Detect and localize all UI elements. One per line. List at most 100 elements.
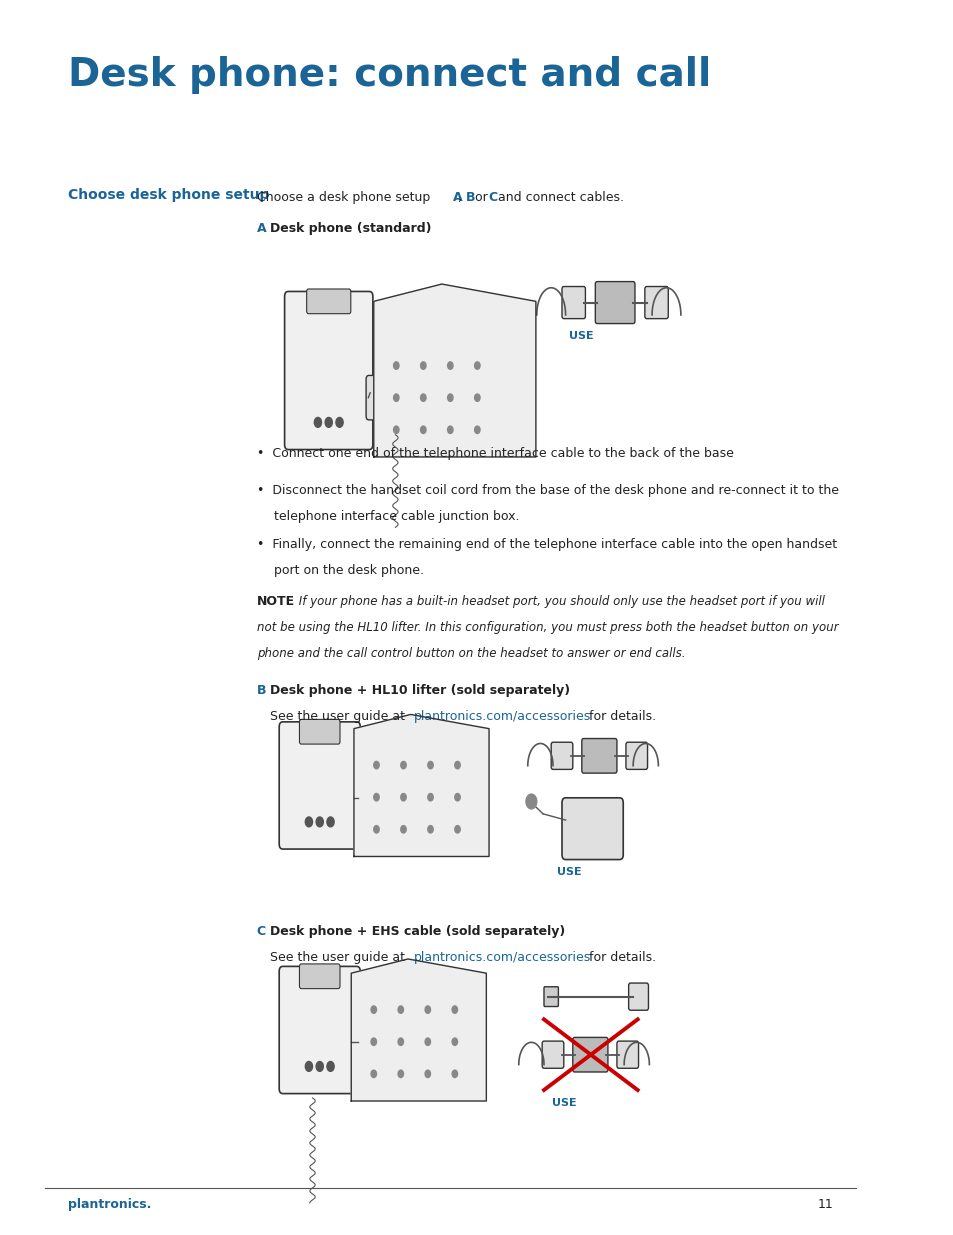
Text: If your phone has a built-in headset port, you should only use the headset port : If your phone has a built-in headset por… [295, 595, 824, 609]
Circle shape [425, 1037, 430, 1045]
Text: plantronics.com/accessories: plantronics.com/accessories [414, 951, 591, 965]
Text: USE: USE [556, 867, 580, 877]
Circle shape [425, 1005, 430, 1013]
FancyBboxPatch shape [541, 1041, 563, 1068]
Circle shape [314, 417, 321, 427]
Circle shape [447, 394, 453, 401]
Text: not be using the HL10 lifter. In this configuration, you must press both the hea: not be using the HL10 lifter. In this co… [256, 621, 838, 635]
Text: B: B [465, 191, 475, 205]
Circle shape [400, 761, 406, 768]
Circle shape [452, 1005, 457, 1013]
Circle shape [475, 394, 479, 401]
Circle shape [305, 1062, 313, 1072]
Polygon shape [354, 714, 489, 857]
Text: A: A [256, 222, 266, 236]
Circle shape [447, 426, 453, 433]
Circle shape [397, 1037, 403, 1045]
Circle shape [315, 1062, 323, 1072]
Text: plantronics.: plantronics. [68, 1198, 151, 1212]
FancyBboxPatch shape [644, 287, 667, 319]
FancyBboxPatch shape [551, 742, 572, 769]
Text: See the user guide at: See the user guide at [270, 951, 409, 965]
Circle shape [397, 1070, 403, 1077]
Text: plantronics.com/accessories: plantronics.com/accessories [414, 710, 591, 724]
Circle shape [394, 362, 398, 369]
Circle shape [305, 818, 313, 827]
Text: telephone interface cable junction box.: telephone interface cable junction box. [274, 510, 518, 524]
Circle shape [371, 1005, 376, 1013]
Text: •  Finally, connect the remaining end of the telephone interface cable into the : • Finally, connect the remaining end of … [256, 538, 836, 552]
Circle shape [475, 362, 479, 369]
Circle shape [327, 818, 334, 827]
FancyBboxPatch shape [543, 987, 558, 1007]
Text: for details.: for details. [585, 710, 656, 724]
FancyBboxPatch shape [299, 965, 339, 989]
Text: USE: USE [569, 331, 593, 341]
Circle shape [400, 826, 406, 832]
Circle shape [374, 793, 378, 800]
Circle shape [335, 417, 343, 427]
Text: B: B [256, 684, 266, 698]
Text: •  Disconnect the handset coil cord from the base of the desk phone and re-conne: • Disconnect the handset coil cord from … [256, 484, 838, 498]
Circle shape [420, 394, 426, 401]
Text: NOTE: NOTE [256, 595, 294, 609]
Circle shape [327, 1062, 334, 1072]
Circle shape [475, 426, 479, 433]
Circle shape [374, 761, 378, 768]
Circle shape [400, 793, 406, 800]
Circle shape [374, 826, 378, 832]
FancyBboxPatch shape [284, 291, 373, 450]
Circle shape [325, 417, 332, 427]
Text: 11: 11 [817, 1198, 832, 1212]
Circle shape [455, 793, 459, 800]
Text: See the user guide at: See the user guide at [270, 710, 409, 724]
FancyBboxPatch shape [279, 967, 360, 1094]
Text: Desk phone + EHS cable (sold separately): Desk phone + EHS cable (sold separately) [270, 925, 565, 939]
Text: C: C [256, 925, 266, 939]
Circle shape [427, 793, 433, 800]
FancyBboxPatch shape [561, 798, 622, 860]
Circle shape [452, 1070, 457, 1077]
FancyBboxPatch shape [279, 721, 360, 850]
Circle shape [420, 426, 426, 433]
Circle shape [452, 1037, 457, 1045]
Text: Choose a desk phone setup: Choose a desk phone setup [256, 191, 434, 205]
Text: C: C [488, 191, 497, 205]
FancyBboxPatch shape [625, 742, 647, 769]
Circle shape [315, 818, 323, 827]
Circle shape [427, 826, 433, 832]
Text: for details.: for details. [585, 951, 656, 965]
Circle shape [397, 1005, 403, 1013]
Polygon shape [351, 958, 486, 1102]
Circle shape [447, 362, 453, 369]
Circle shape [455, 826, 459, 832]
Polygon shape [374, 284, 536, 457]
Circle shape [371, 1070, 376, 1077]
FancyBboxPatch shape [561, 287, 585, 319]
Circle shape [425, 1070, 430, 1077]
Circle shape [394, 394, 398, 401]
Circle shape [525, 794, 537, 809]
Text: Desk phone: connect and call: Desk phone: connect and call [68, 56, 710, 94]
Text: USE: USE [552, 1098, 577, 1108]
Text: Desk phone + HL10 lifter (sold separately): Desk phone + HL10 lifter (sold separatel… [270, 684, 570, 698]
FancyBboxPatch shape [595, 282, 635, 324]
Text: or: or [471, 191, 491, 205]
Circle shape [427, 761, 433, 768]
FancyBboxPatch shape [306, 289, 351, 314]
Text: A: A [453, 191, 462, 205]
Text: Choose desk phone setup: Choose desk phone setup [68, 188, 269, 201]
Text: phone and the call control button on the headset to answer or end calls.: phone and the call control button on the… [256, 647, 684, 661]
Circle shape [394, 426, 398, 433]
FancyBboxPatch shape [581, 739, 617, 773]
Text: ,: , [458, 191, 466, 205]
Circle shape [420, 362, 426, 369]
Text: •  Connect one end of the telephone interface cable to the back of the base: • Connect one end of the telephone inter… [256, 447, 733, 461]
FancyBboxPatch shape [572, 1037, 607, 1072]
FancyBboxPatch shape [617, 1041, 638, 1068]
Text: Desk phone (standard): Desk phone (standard) [270, 222, 432, 236]
FancyBboxPatch shape [366, 375, 420, 420]
FancyBboxPatch shape [628, 983, 648, 1010]
Text: and connect cables.: and connect cables. [493, 191, 623, 205]
Circle shape [371, 1037, 376, 1045]
